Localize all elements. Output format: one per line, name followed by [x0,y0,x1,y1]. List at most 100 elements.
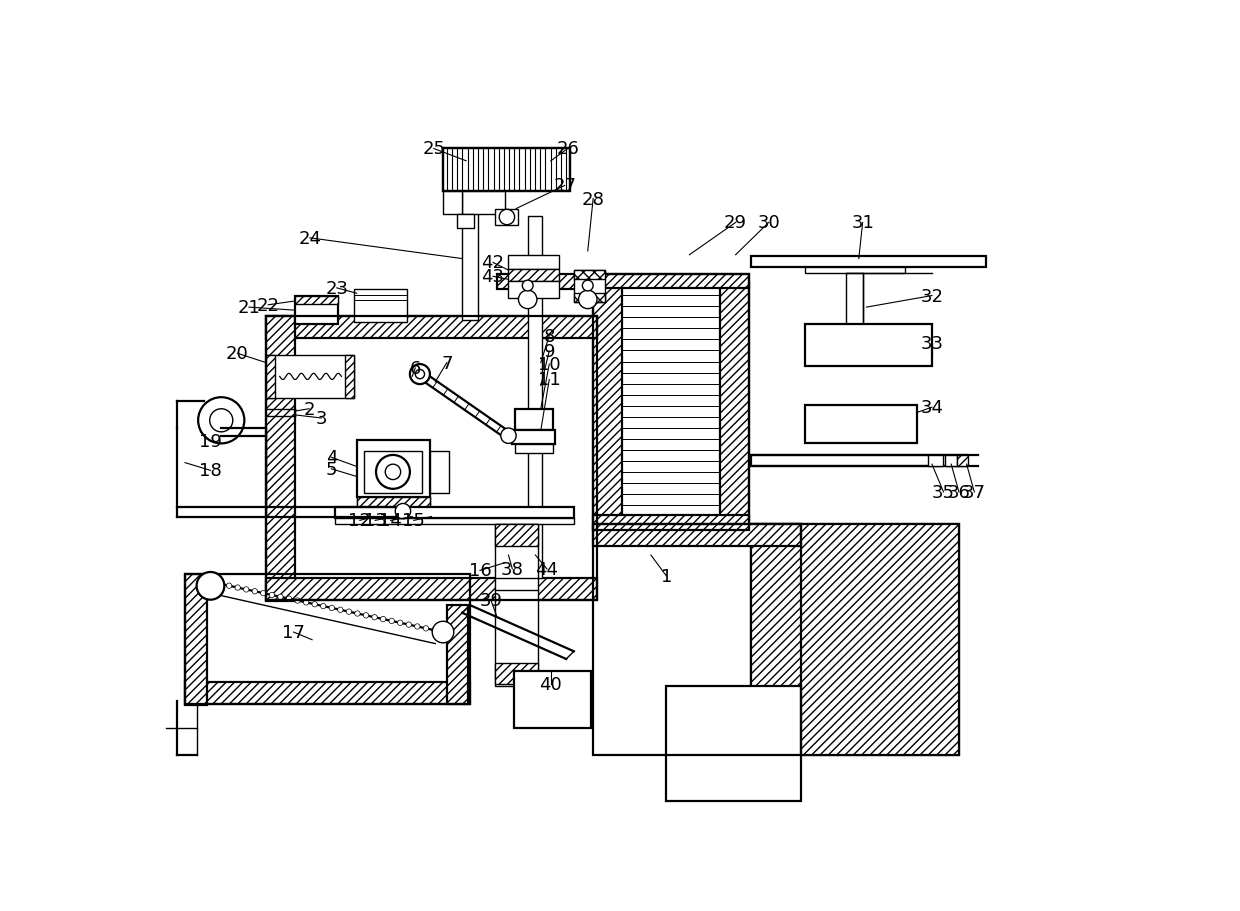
Circle shape [398,620,403,626]
Bar [265,578,596,600]
Text: 12: 12 [348,512,371,530]
Text: 31: 31 [851,214,874,232]
Bar [357,440,430,497]
Bar [345,355,355,398]
Text: 23: 23 [325,280,348,298]
Bar [355,290,407,322]
Text: 26: 26 [557,140,579,159]
Circle shape [518,291,537,310]
Bar [443,149,570,191]
Circle shape [269,593,274,598]
Text: 19: 19 [200,433,222,451]
Bar [365,452,422,494]
Circle shape [234,585,241,590]
Circle shape [440,630,445,635]
Bar [265,317,596,600]
Bar [265,355,355,398]
Circle shape [500,210,515,225]
Circle shape [218,581,223,587]
Text: 18: 18 [200,462,222,480]
Bar [508,281,558,299]
Text: 25: 25 [423,140,445,159]
Text: 39: 39 [479,591,502,609]
Circle shape [198,398,244,444]
Text: 4: 4 [326,449,337,466]
Circle shape [312,602,317,608]
Bar [751,456,967,466]
Text: 14: 14 [379,512,402,530]
Circle shape [415,370,424,379]
Bar [751,257,986,268]
Bar [805,268,905,274]
Bar [512,431,554,445]
Text: 8: 8 [543,327,556,345]
Bar [357,497,430,507]
Bar [574,294,605,303]
Text: 40: 40 [539,676,562,693]
Text: 5: 5 [326,460,337,478]
Circle shape [381,617,386,622]
Bar [720,282,749,521]
Bar [185,682,470,704]
Circle shape [376,456,410,489]
Bar [185,575,207,705]
Bar [574,271,605,280]
Circle shape [252,589,258,594]
Text: 22: 22 [257,296,280,314]
Bar [593,275,749,289]
Bar [463,191,505,215]
Text: 42: 42 [481,254,505,272]
Bar [508,255,558,270]
Bar [463,201,477,321]
Bar [265,317,295,601]
Text: 13: 13 [363,512,387,530]
Bar [751,525,959,755]
Bar [265,317,596,339]
Bar [295,297,337,304]
Circle shape [579,291,596,310]
Circle shape [410,364,430,384]
Circle shape [386,465,401,480]
Text: 6: 6 [409,360,420,377]
Bar [495,210,518,226]
Circle shape [197,572,224,600]
Bar [456,215,474,229]
Circle shape [337,608,343,613]
Text: 43: 43 [481,268,505,286]
Circle shape [320,604,326,609]
Text: 1: 1 [661,568,672,585]
Bar [443,149,570,191]
Text: 37: 37 [962,484,986,501]
Text: 20: 20 [226,345,249,363]
Text: 15: 15 [402,512,425,530]
Circle shape [243,587,249,592]
Text: 28: 28 [582,190,605,209]
Bar [495,525,538,686]
Bar [593,275,749,531]
Text: 33: 33 [920,335,944,353]
Circle shape [405,622,412,628]
Bar [515,445,553,454]
Circle shape [389,619,394,624]
Bar [295,297,337,324]
Circle shape [304,600,309,606]
Text: 24: 24 [299,230,321,248]
Bar [335,518,574,525]
Circle shape [278,595,283,599]
Circle shape [414,624,420,630]
Bar [846,274,863,335]
Circle shape [329,606,335,611]
Text: 3: 3 [316,410,327,427]
Text: 30: 30 [758,214,780,232]
Circle shape [286,597,291,601]
Bar [185,575,470,704]
Circle shape [501,428,516,444]
Circle shape [210,579,215,585]
Text: 34: 34 [920,399,944,416]
Bar [666,686,801,802]
Circle shape [346,609,352,615]
Bar [528,217,542,578]
Circle shape [432,628,438,633]
Bar [593,516,749,529]
Circle shape [260,590,267,596]
